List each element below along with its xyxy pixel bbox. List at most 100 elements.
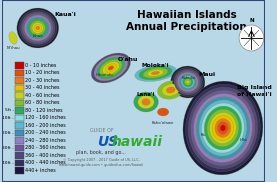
Text: Kaua'i: Kaua'i (54, 12, 76, 17)
Text: 400 - 440 inches: 400 - 440 inches (25, 161, 66, 165)
Ellipse shape (19, 10, 57, 46)
Ellipse shape (17, 8, 59, 48)
Bar (15, 84, 24, 91)
Text: 440+ inches: 440+ inches (25, 168, 56, 173)
Ellipse shape (166, 87, 175, 93)
Ellipse shape (97, 57, 125, 79)
Text: 30ft -: 30ft - (2, 146, 14, 150)
Bar (15, 122, 24, 129)
Text: 5ft -: 5ft - (5, 108, 14, 112)
Text: 160 - 200 inches: 160 - 200 inches (25, 123, 66, 128)
Ellipse shape (218, 122, 228, 134)
Ellipse shape (202, 103, 244, 153)
Ellipse shape (172, 68, 203, 96)
Ellipse shape (143, 68, 168, 78)
Text: O'ahu: O'ahu (117, 57, 138, 62)
Text: 0 - 10 inches: 0 - 10 inches (25, 63, 57, 68)
Text: Big Island: Big Island (237, 85, 272, 90)
Bar (15, 159, 24, 166)
Text: Hilo: Hilo (240, 138, 248, 142)
Ellipse shape (183, 77, 193, 87)
Text: 280 - 360 inches: 280 - 360 inches (25, 145, 66, 151)
Ellipse shape (100, 60, 122, 77)
Bar (15, 114, 24, 121)
Text: plan, book, and go...: plan, book, and go... (76, 150, 126, 155)
Text: hawaii: hawaii (112, 135, 163, 149)
Ellipse shape (28, 19, 47, 37)
Bar (15, 152, 24, 159)
Text: GUIDE OF: GUIDE OF (89, 128, 113, 133)
Ellipse shape (191, 90, 255, 165)
Text: 20ft -: 20ft - (2, 131, 14, 135)
Ellipse shape (162, 84, 179, 96)
Bar (15, 100, 24, 106)
Ellipse shape (181, 76, 195, 88)
Ellipse shape (186, 80, 189, 84)
Text: Hawaiian Islands: Hawaiian Islands (137, 10, 237, 20)
Text: of Hawai'i: of Hawai'i (237, 92, 272, 97)
Bar (15, 77, 24, 84)
Ellipse shape (138, 95, 154, 109)
Text: Moloka'i: Moloka'i (142, 63, 169, 68)
Bar (15, 62, 24, 69)
Ellipse shape (108, 66, 114, 70)
Circle shape (239, 25, 264, 51)
Text: www.hawaii-guide.com • guideofus.com/hawaii: www.hawaii-guide.com • guideofus.com/haw… (59, 163, 143, 167)
Ellipse shape (102, 62, 119, 74)
Ellipse shape (147, 70, 164, 76)
Ellipse shape (9, 32, 17, 44)
Text: Kailua-Kona: Kailua-Kona (201, 133, 224, 137)
Bar (15, 130, 24, 136)
Text: Lana'i: Lana'i (137, 92, 155, 97)
Ellipse shape (179, 74, 196, 90)
Ellipse shape (32, 23, 43, 33)
Ellipse shape (158, 81, 184, 99)
Ellipse shape (22, 13, 53, 43)
Text: 20 - 30 inches: 20 - 30 inches (25, 78, 60, 83)
Ellipse shape (207, 109, 239, 147)
Ellipse shape (184, 79, 191, 85)
Text: 360 - 400 inches: 360 - 400 inches (25, 153, 66, 158)
Ellipse shape (30, 21, 45, 35)
Ellipse shape (151, 71, 160, 75)
Ellipse shape (171, 66, 205, 98)
Text: Ni'ihau: Ni'ihau (6, 46, 20, 50)
Bar (15, 107, 24, 114)
Bar (15, 137, 24, 144)
Ellipse shape (157, 108, 169, 116)
Ellipse shape (176, 71, 200, 93)
Text: Honolulu: Honolulu (95, 73, 113, 77)
Text: 200 - 240 inches: 200 - 240 inches (25, 130, 66, 135)
Ellipse shape (94, 55, 128, 81)
Ellipse shape (135, 64, 176, 82)
Text: 10 - 20 inches: 10 - 20 inches (25, 70, 60, 76)
Ellipse shape (36, 26, 40, 30)
Ellipse shape (178, 72, 198, 92)
Text: 60 - 80 inches: 60 - 80 inches (25, 100, 60, 105)
Text: N: N (249, 18, 254, 23)
Ellipse shape (142, 99, 150, 105)
Ellipse shape (220, 125, 225, 131)
Ellipse shape (215, 119, 231, 137)
Text: 120 - 160 inches: 120 - 160 inches (25, 115, 66, 120)
Text: Maui: Maui (198, 72, 216, 77)
Bar (15, 70, 24, 76)
Ellipse shape (186, 84, 260, 172)
Ellipse shape (24, 15, 51, 41)
Ellipse shape (210, 112, 236, 144)
Ellipse shape (26, 17, 49, 39)
Bar (15, 145, 24, 151)
Text: Lihue: Lihue (32, 34, 43, 38)
Text: Kaho'olawe: Kaho'olawe (152, 121, 174, 125)
Ellipse shape (139, 66, 172, 80)
Text: © Copyright 2007 - 2017 Guide of US, LLC.: © Copyright 2007 - 2017 Guide of US, LLC… (63, 158, 140, 162)
Text: 10ft -: 10ft - (2, 116, 14, 120)
Ellipse shape (174, 69, 201, 95)
Ellipse shape (204, 106, 242, 150)
Ellipse shape (105, 64, 117, 72)
Ellipse shape (188, 87, 258, 169)
Text: US: US (97, 135, 118, 149)
Text: 240 - 280 inches: 240 - 280 inches (25, 138, 66, 143)
Ellipse shape (199, 100, 247, 156)
Text: 40ft -: 40ft - (2, 161, 14, 165)
